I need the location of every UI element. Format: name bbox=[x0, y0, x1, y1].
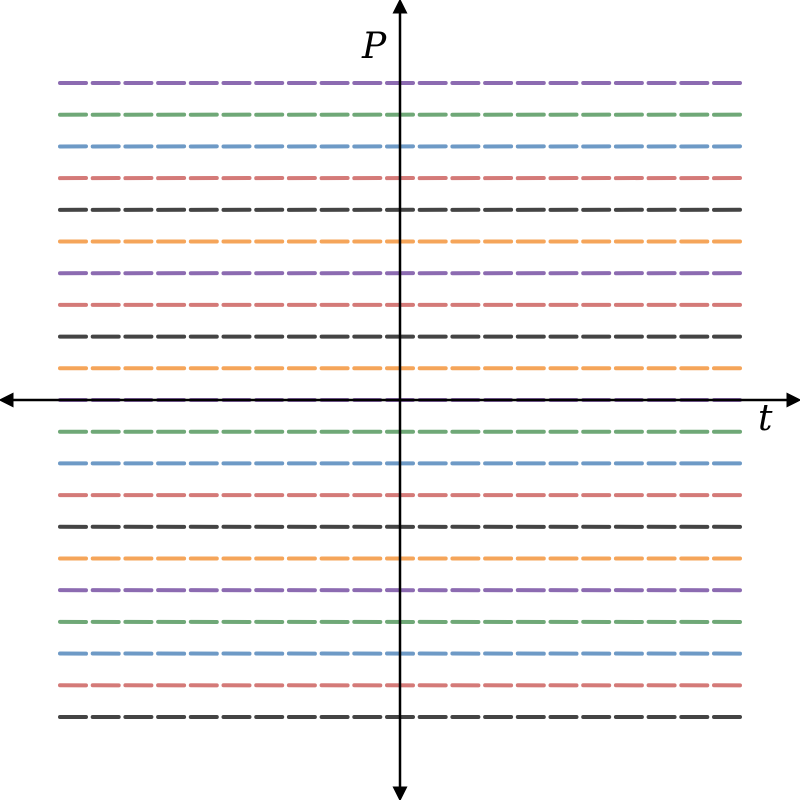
x-axis-label: t bbox=[758, 398, 773, 439]
y-axis-label: P bbox=[361, 26, 387, 67]
slope-segments bbox=[58, 80, 742, 720]
